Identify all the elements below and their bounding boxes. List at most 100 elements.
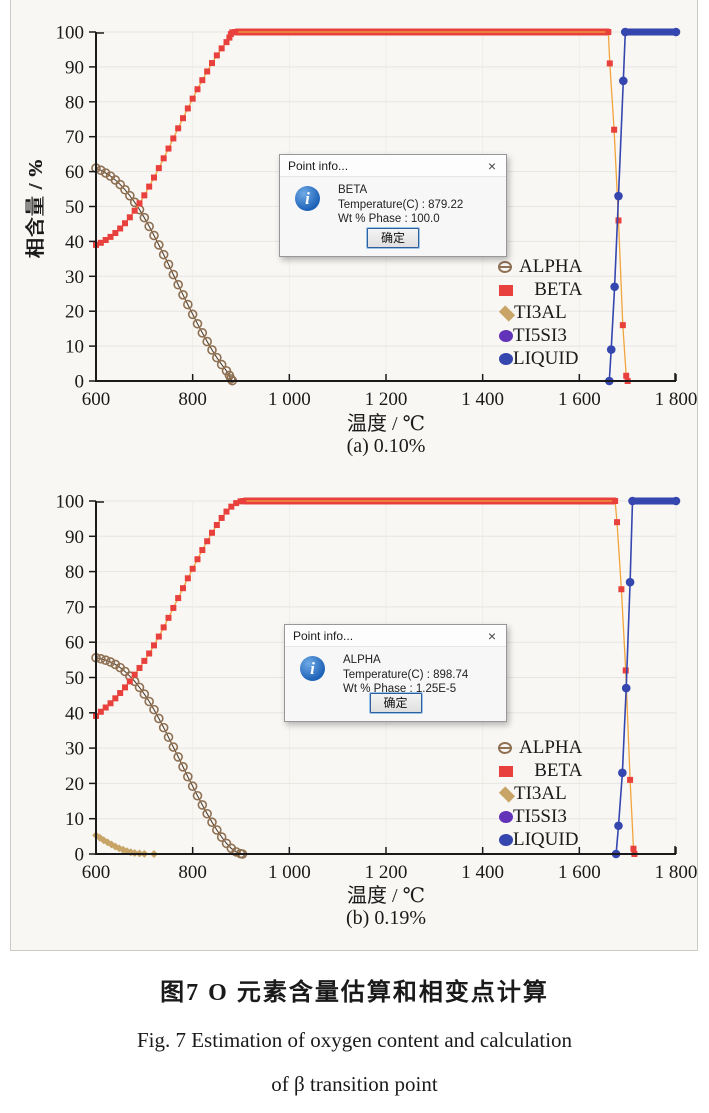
x-tick-label: 1 200 bbox=[365, 862, 408, 883]
beta-marker-icon bbox=[499, 284, 513, 296]
y-tick-label: 10 bbox=[65, 337, 84, 358]
x-tick-label: 800 bbox=[178, 862, 207, 883]
x-tick-label: 800 bbox=[178, 389, 207, 410]
y-tick-label: 60 bbox=[65, 633, 84, 654]
legend-label: TI5SI3 bbox=[513, 325, 567, 346]
dialog-text: BETA Temperature(C) : 879.22 Wt % Phase … bbox=[338, 183, 463, 227]
close-icon[interactable]: × bbox=[487, 627, 496, 644]
ti3al-marker-icon bbox=[498, 786, 516, 803]
legend-item-beta: BETA bbox=[498, 278, 582, 301]
legend-label: TI3AL bbox=[514, 783, 567, 804]
y-tick-label: 70 bbox=[65, 597, 84, 618]
y-tick-label: 30 bbox=[65, 739, 84, 760]
info-icon: i bbox=[295, 186, 320, 211]
y-tick-label: 80 bbox=[65, 92, 84, 113]
legend-item-alpha: ALPHA bbox=[498, 736, 582, 759]
chart-b-canvas: 0 10 20 30 40 50 60 70 80 90 100 600 800 1 000 1 200 1 … bbox=[56, 492, 698, 884]
figure-panel: 0 10 20 30 40 50 60 70 80 90 100 600 800 1 000 1 200 1 … bbox=[10, 0, 698, 951]
figure-caption-en-line1: Fig. 7 Estimation of oxygen content and … bbox=[136, 1028, 573, 1052]
dialog-wtphase-value: Wt % Phase : 100.0 bbox=[338, 213, 440, 225]
legend-item-alpha: ALPHA bbox=[498, 255, 582, 278]
y-tick-label: 20 bbox=[65, 302, 84, 323]
x-tick-label: 1 200 bbox=[365, 389, 408, 410]
y-tick-label: 40 bbox=[65, 232, 84, 253]
chart-a-legend: ALPHA BETA TI3AL TI5SI3 LIQUID bbox=[498, 255, 582, 370]
y-tick-label: 40 bbox=[65, 703, 84, 724]
dialog-temperature-value: Temperature(C) : 898.74 bbox=[343, 668, 469, 681]
ok-button[interactable]: 确定 bbox=[366, 228, 420, 248]
y-tick-label: 90 bbox=[65, 57, 84, 78]
x-tick-label: 600 bbox=[82, 862, 111, 883]
dialog-titlebar[interactable]: Point info... × bbox=[280, 155, 506, 177]
series-alpha bbox=[91, 163, 238, 386]
chart-b-ylabel: 相含量 / % bbox=[25, 159, 47, 259]
dialog-text: ALPHA Temperature(C) : 898.74 Wt % Phase… bbox=[343, 653, 468, 697]
chart-b-legend: ALPHA BETA TI3AL TI5SI3 LIQUID bbox=[498, 736, 582, 851]
point-info-dialog-b: Point info... × i ALPHA Temperature(C) :… bbox=[284, 624, 507, 722]
series-liquid bbox=[611, 496, 681, 859]
x-tick-label: 1 000 bbox=[268, 389, 311, 410]
dialog-body: i ALPHA Temperature(C) : 898.74 Wt % Pha… bbox=[285, 647, 506, 721]
dialog-body: i BETA Temperature(C) : 879.22 Wt % Phas… bbox=[280, 177, 506, 256]
point-info-dialog-a: Point info... × i BETA Temperature(C) : … bbox=[279, 154, 507, 257]
x-tick-label: 1 600 bbox=[558, 389, 601, 410]
dialog-title: Point info... bbox=[288, 158, 349, 173]
ti5si3-marker-icon bbox=[499, 330, 513, 342]
y-tick-label: 10 bbox=[65, 809, 84, 830]
y-tick-label: 80 bbox=[65, 562, 84, 583]
series-beta bbox=[93, 497, 638, 857]
series-alpha bbox=[91, 652, 248, 859]
legend-item-ti3al: TI3AL bbox=[498, 301, 582, 324]
close-icon[interactable]: × bbox=[487, 157, 496, 174]
dialog-title: Point info... bbox=[293, 628, 354, 643]
y-tick-label: 0 bbox=[75, 372, 85, 393]
dialog-titlebar[interactable]: Point info... × bbox=[285, 625, 506, 647]
x-tick-label: 1 400 bbox=[461, 862, 504, 883]
legend-label: LIQUID bbox=[513, 348, 579, 369]
legend-item-ti5si3: TI5SI3 bbox=[498, 324, 582, 347]
x-tick-label: 1 400 bbox=[461, 389, 504, 410]
figure-caption-en-line2: of β transition point bbox=[271, 1072, 438, 1096]
legend-item-ti5si3: TI5SI3 bbox=[498, 805, 582, 828]
series-liquid bbox=[605, 27, 681, 386]
legend-label: BETA bbox=[534, 279, 583, 300]
y-tick-label: 50 bbox=[65, 668, 84, 689]
dialog-phase-name: BETA bbox=[338, 184, 368, 196]
y-tick-label: 20 bbox=[65, 774, 84, 795]
x-tick-label: 600 bbox=[82, 389, 111, 410]
y-tick-label: 100 bbox=[56, 492, 85, 513]
x-tick-label: 1 800 bbox=[655, 389, 697, 410]
ti5si3-marker-icon bbox=[499, 811, 513, 823]
alpha-marker-icon bbox=[498, 260, 512, 273]
y-tick-label: 100 bbox=[56, 23, 85, 44]
dialog-wtphase-value: Wt % Phase : 1.25E-5 bbox=[343, 683, 457, 695]
legend-label: BETA bbox=[534, 760, 583, 781]
ok-button[interactable]: 确定 bbox=[369, 693, 422, 713]
legend-item-beta: BETA bbox=[498, 759, 582, 782]
chart-b-caption: (b) 0.19% bbox=[346, 907, 426, 929]
y-tick-label: 50 bbox=[65, 197, 84, 218]
legend-label: TI5SI3 bbox=[513, 806, 567, 827]
dialog-temperature-value: Temperature(C) : 879.22 bbox=[338, 198, 464, 211]
x-tick-label: 1 800 bbox=[655, 862, 697, 883]
liquid-marker-icon bbox=[499, 834, 513, 846]
legend-label: LIQUID bbox=[513, 829, 579, 850]
info-icon: i bbox=[300, 656, 325, 681]
y-tick-label: 30 bbox=[65, 267, 84, 288]
legend-label: ALPHA bbox=[519, 256, 583, 277]
legend-item-liquid: LIQUID bbox=[498, 828, 582, 851]
legend-item-liquid: LIQUID bbox=[498, 347, 582, 370]
y-tick-label: 90 bbox=[65, 527, 84, 548]
y-tick-label: 0 bbox=[75, 845, 85, 866]
x-tick-label: 1 600 bbox=[558, 862, 601, 883]
legend-label: TI3AL bbox=[514, 302, 567, 323]
legend-label: ALPHA bbox=[519, 737, 583, 758]
y-tick-label: 70 bbox=[65, 127, 84, 148]
beta-marker-icon bbox=[499, 765, 513, 777]
chart-a-canvas: 0 10 20 30 40 50 60 70 80 90 100 600 800 1 000 1 200 1 … bbox=[56, 23, 698, 411]
x-tick-label: 1 000 bbox=[268, 862, 311, 883]
alpha-marker-icon bbox=[498, 741, 512, 754]
ti3al-marker-icon bbox=[498, 305, 516, 322]
y-tick-label: 60 bbox=[65, 162, 84, 183]
